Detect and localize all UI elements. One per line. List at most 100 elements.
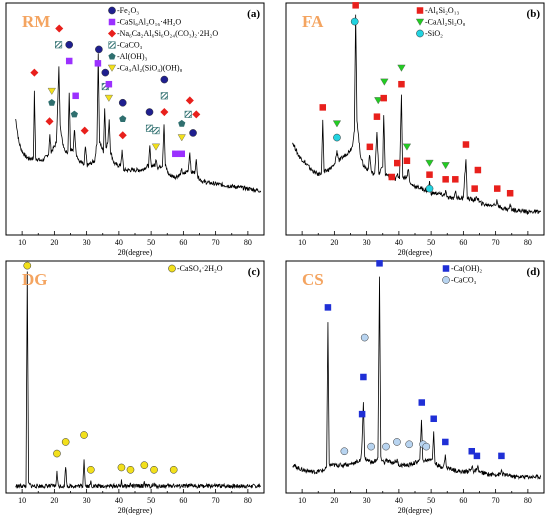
x-tick-label: 70 bbox=[492, 496, 500, 505]
peak-marker-square bbox=[172, 150, 179, 158]
plot-frame bbox=[5, 260, 265, 494]
peak-marker-square bbox=[352, 2, 359, 9]
peak-marker-circle bbox=[160, 75, 169, 84]
peak-marker-circle bbox=[340, 447, 349, 456]
peak-marker-square bbox=[471, 185, 478, 192]
peak-marker-circle bbox=[382, 442, 390, 451]
x-tick-label: 60 bbox=[179, 238, 187, 247]
peak-marker-square bbox=[418, 399, 426, 406]
peak-marker-square bbox=[442, 438, 449, 446]
peak-marker-square bbox=[426, 171, 433, 178]
peak-marker-circle bbox=[425, 184, 434, 193]
peak-marker-diamond bbox=[118, 131, 127, 140]
x-tick-label: 20 bbox=[330, 238, 338, 247]
peak-marker-square bbox=[373, 113, 381, 120]
x-axis-label: 2θ(degree) bbox=[398, 506, 433, 515]
sample-label: FA bbox=[302, 12, 324, 31]
panel-tag: (a) bbox=[247, 8, 260, 20]
peak-marker-triangle-down bbox=[380, 78, 389, 86]
x-tick-label: 20 bbox=[330, 496, 338, 505]
sample-label: CS bbox=[302, 270, 324, 289]
x-tick-label: 20 bbox=[50, 238, 58, 247]
x-tick-label: 70 bbox=[212, 238, 220, 247]
peak-marker-circle bbox=[393, 438, 401, 446]
x-tick-label: 30 bbox=[363, 238, 371, 247]
sample-label: RM bbox=[22, 12, 50, 31]
peak-marker-pentagon bbox=[119, 115, 127, 123]
peak-marker-square bbox=[360, 373, 367, 381]
x-tick-label: 10 bbox=[18, 238, 26, 247]
legend: -Al₆Si₂O₁₃ -CaAl₂Si₂O₈ -SiO₂ bbox=[415, 6, 466, 38]
legend-marker-triangle-down bbox=[107, 64, 117, 72]
x-tick-label: 50 bbox=[147, 238, 155, 247]
legend-marker-circle bbox=[108, 6, 116, 15]
x-tick-label: 50 bbox=[427, 238, 435, 247]
peak-marker-square bbox=[498, 452, 505, 460]
peak-marker-square bbox=[452, 176, 459, 183]
plot-frame bbox=[285, 260, 545, 494]
peak-marker-square bbox=[324, 304, 332, 311]
peak-marker-circle bbox=[422, 442, 431, 451]
peak-marker-square bbox=[430, 415, 437, 423]
peak-marker-triangle-down bbox=[441, 162, 450, 170]
peak-marker-circle bbox=[101, 68, 110, 77]
x-tick-label: 80 bbox=[244, 238, 252, 247]
peak-marker-circle bbox=[65, 40, 74, 49]
peak-marker-square bbox=[442, 176, 449, 183]
peak-marker-square bbox=[388, 173, 396, 181]
peak-marker-triangle-down bbox=[402, 143, 412, 151]
peak-marker-circle bbox=[189, 129, 197, 137]
peak-marker-circle bbox=[126, 465, 135, 474]
peak-marker-square bbox=[65, 57, 73, 65]
legend-entry: -CaSO₄·2H₂O bbox=[177, 264, 223, 273]
x-tick-label: 10 bbox=[298, 496, 306, 505]
x-tick-label: 40 bbox=[395, 496, 403, 505]
xrd-trace bbox=[15, 271, 262, 490]
legend: -Fe₂O₃ -CaSi₆Al₂O₁₆·4H₂O -Na₆Ca₂Al₆Si₆O₂₄(… bbox=[107, 6, 218, 73]
peak-marker-square bbox=[319, 104, 327, 111]
x-tick-label: 40 bbox=[395, 238, 403, 247]
legend-marker-pentagon bbox=[108, 52, 116, 60]
legend-marker-circle bbox=[442, 276, 450, 284]
peak-marker-circle bbox=[360, 333, 369, 342]
x-tick-label: 20 bbox=[50, 496, 58, 505]
peak-marker-hatched-square bbox=[55, 41, 63, 49]
x-axis-label: 2θ(degree) bbox=[118, 248, 153, 257]
x-axis-label: 2θ(degree) bbox=[118, 506, 153, 515]
peak-marker-triangle-down bbox=[151, 143, 161, 151]
peak-marker-triangle-down bbox=[47, 87, 56, 95]
x-tick-label: 70 bbox=[492, 238, 500, 247]
peak-marker-circle bbox=[118, 98, 127, 107]
peak-marker-square bbox=[462, 141, 470, 148]
peak-marker-diamond bbox=[80, 126, 89, 135]
peak-marker-triangle-down bbox=[425, 159, 434, 167]
x-tick-label: 30 bbox=[363, 496, 371, 505]
peak-marker-square bbox=[468, 447, 476, 455]
peak-marker-square bbox=[94, 60, 102, 67]
plot-frame bbox=[285, 2, 545, 236]
peak-marker-circle bbox=[405, 440, 414, 449]
peak-marker-square bbox=[493, 185, 501, 192]
xrd-trace bbox=[292, 276, 542, 480]
peak-marker-triangle-down bbox=[397, 64, 406, 72]
peak-marker-circle bbox=[333, 133, 341, 142]
legend-marker-circle bbox=[168, 264, 176, 273]
legend-entry: -Ca₃Al₂(SiO₄)(OH)₈ bbox=[117, 64, 183, 73]
peak-marker-circle bbox=[117, 463, 126, 472]
xrd-trace bbox=[15, 53, 262, 194]
peak-marker-circle bbox=[86, 465, 95, 474]
x-tick-label: 10 bbox=[18, 496, 26, 505]
peak-marker-square bbox=[105, 80, 113, 88]
peak-marker-circle bbox=[145, 108, 154, 116]
x-tick-label: 70 bbox=[212, 496, 220, 505]
legend-marker-square bbox=[108, 18, 116, 26]
sample-label: DG bbox=[22, 270, 48, 289]
peak-marker-triangle-down bbox=[374, 97, 383, 105]
peak-marker-pentagon bbox=[48, 98, 56, 106]
peak-marker-hatched-square bbox=[152, 127, 160, 135]
legend-marker-diamond bbox=[107, 29, 117, 38]
legend-marker-circle bbox=[416, 29, 424, 38]
legend: -CaSO₄·2H₂O bbox=[168, 264, 223, 273]
